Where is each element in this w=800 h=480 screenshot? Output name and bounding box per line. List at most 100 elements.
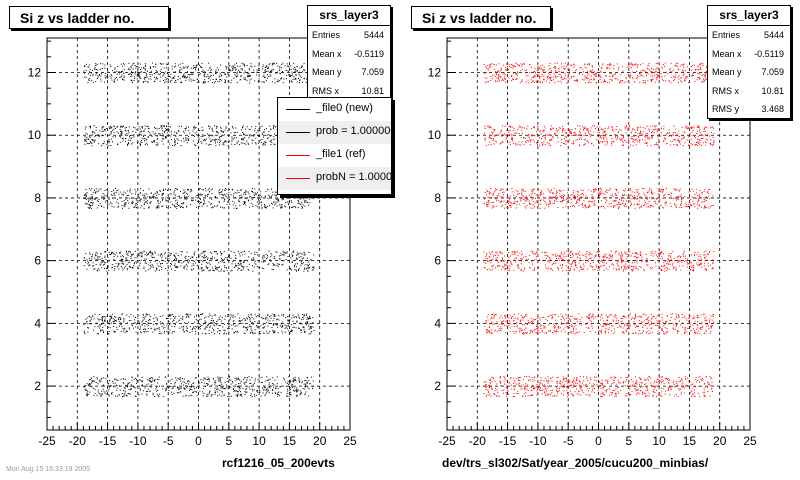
scatter-point xyxy=(651,327,653,329)
scatter-point xyxy=(303,328,305,330)
scatter-point xyxy=(306,377,308,379)
scatter-point xyxy=(179,261,180,263)
scatter-point xyxy=(102,193,104,194)
scatter-point xyxy=(140,331,142,333)
scatter-point xyxy=(151,196,153,198)
scatter-point xyxy=(310,333,312,335)
scatter-point xyxy=(637,392,639,394)
scatter-point xyxy=(282,82,284,84)
scatter-point xyxy=(177,260,179,262)
scatter-point xyxy=(219,380,221,381)
scatter-point xyxy=(86,259,88,261)
scatter-point xyxy=(212,74,214,76)
scatter-point xyxy=(195,326,197,327)
scatter-point xyxy=(259,127,261,129)
scatter-point xyxy=(140,379,142,381)
scatter-point xyxy=(509,323,511,325)
scatter-point xyxy=(140,198,142,200)
scatter-point xyxy=(265,393,267,395)
scatter-point xyxy=(96,64,98,65)
scatter-point xyxy=(117,206,119,208)
scatter-point xyxy=(239,317,240,319)
scatter-point xyxy=(236,71,238,73)
scatter-point xyxy=(168,316,170,318)
scatter-point xyxy=(239,71,241,73)
scatter-point xyxy=(241,127,243,129)
scatter-point xyxy=(302,197,304,199)
scatter-point xyxy=(636,386,638,388)
scatter-point xyxy=(86,63,87,65)
scatter-point xyxy=(144,69,146,71)
scatter-point xyxy=(298,256,300,258)
scatter-point xyxy=(84,139,86,140)
scatter-point xyxy=(180,145,182,147)
scatter-point xyxy=(141,205,143,207)
scatter-point xyxy=(101,393,103,395)
scatter-point xyxy=(246,379,248,381)
scatter-point xyxy=(291,317,293,319)
scatter-point xyxy=(699,395,701,397)
scatter-point xyxy=(129,72,131,74)
scatter-point xyxy=(574,386,576,387)
scatter-point xyxy=(125,265,127,267)
scatter-point xyxy=(202,313,204,315)
scatter-point xyxy=(166,125,167,127)
scatter-point xyxy=(133,327,134,329)
scatter-point xyxy=(596,380,598,382)
scatter-point xyxy=(145,321,147,322)
scatter-point xyxy=(186,139,188,141)
scatter-point xyxy=(223,388,225,390)
scatter-point xyxy=(487,389,489,391)
scatter-point xyxy=(212,378,214,380)
scatter-point xyxy=(301,329,302,331)
scatter-point xyxy=(90,141,91,143)
scatter-point xyxy=(268,386,270,388)
scatter-point xyxy=(183,192,185,194)
scatter-point xyxy=(133,378,135,380)
scatter-point xyxy=(157,319,158,321)
scatter-point xyxy=(162,135,164,137)
scatter-point xyxy=(151,255,153,257)
scatter-point xyxy=(656,379,658,381)
scatter-point xyxy=(534,379,536,381)
scatter-point xyxy=(168,131,170,133)
scatter-point xyxy=(597,390,599,392)
scatter-point xyxy=(219,188,221,190)
scatter-point xyxy=(224,193,226,195)
scatter-point xyxy=(269,140,271,142)
scatter-point xyxy=(104,134,106,136)
scatter-point xyxy=(249,383,251,384)
scatter-point xyxy=(85,70,87,71)
scatter-point xyxy=(224,74,226,76)
scatter-point xyxy=(210,394,212,396)
scatter-point xyxy=(519,379,521,381)
scatter-point xyxy=(156,390,157,392)
scatter-point xyxy=(563,386,565,388)
scatter-point xyxy=(665,377,667,379)
scatter-point xyxy=(249,332,251,334)
scatter-point xyxy=(168,386,170,388)
scatter-point xyxy=(87,390,89,392)
scatter-point xyxy=(95,255,97,257)
scatter-point xyxy=(233,195,234,197)
scatter-point xyxy=(249,379,251,381)
scatter-point xyxy=(202,136,204,138)
scatter-point xyxy=(145,270,147,272)
scatter-point xyxy=(267,198,269,200)
scatter-point xyxy=(131,70,133,72)
scatter-point xyxy=(580,376,581,378)
scatter-point xyxy=(656,320,658,322)
scatter-point xyxy=(598,381,600,383)
scatter-point xyxy=(577,383,579,385)
legend-entry-file1: _file1 (ref) xyxy=(278,144,391,167)
scatter-point xyxy=(214,139,216,141)
scatter-point xyxy=(699,376,701,378)
scatter-point xyxy=(570,315,572,317)
scatter-point xyxy=(580,381,582,383)
scatter-point xyxy=(509,382,511,384)
scatter-point xyxy=(635,390,637,392)
scatter-point xyxy=(205,190,207,192)
scatter-point xyxy=(485,396,487,397)
scatter-point xyxy=(226,257,228,259)
scatter-point xyxy=(94,257,96,259)
